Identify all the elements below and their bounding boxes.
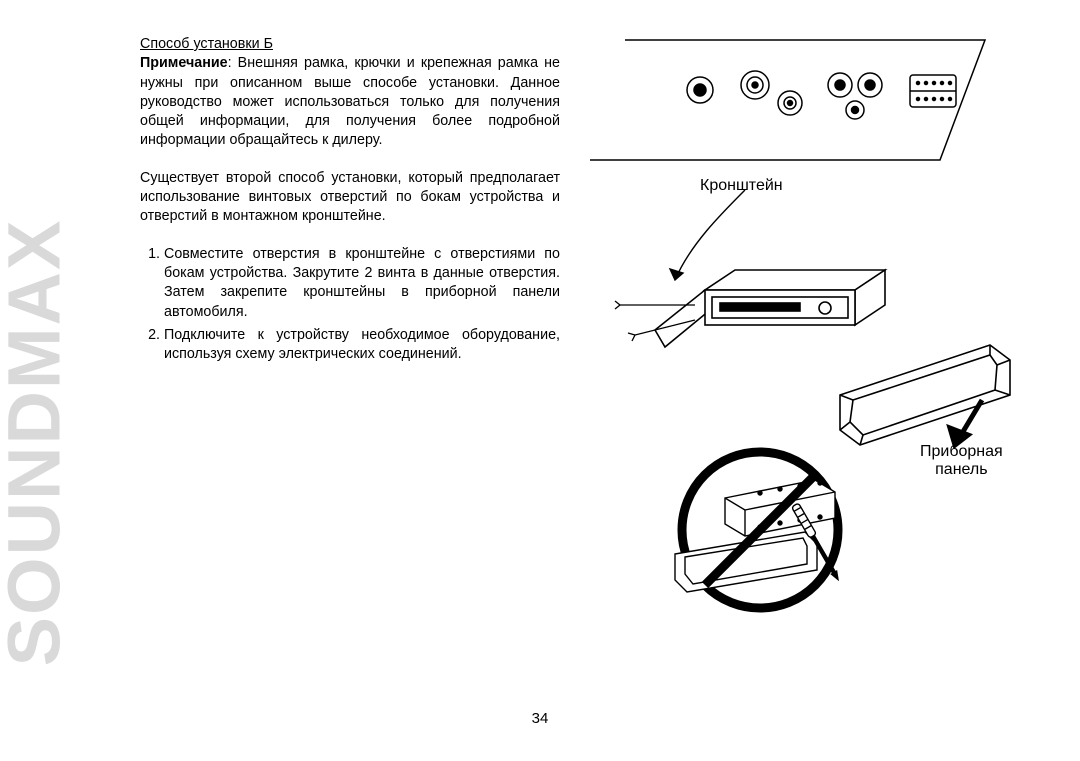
prohibition-figure [675,452,841,608]
section-heading: Способ установки Б [140,35,560,54]
dashboard-trim-figure [840,345,1010,445]
label-bracket: Кронштейн [700,177,783,195]
intro-paragraph: Существует второй способ установки, кото… [140,169,560,227]
label-dashboard: Приборная панель [920,443,1003,479]
figure-area: Кронштейн Приборная панель [590,35,1020,615]
text-column: Способ установки Б Примечание: Внешняя р… [140,35,560,368]
bracket-unit-figure [615,190,885,347]
note-paragraph: Примечание: Внешняя рамка, крючки и креп… [140,54,560,150]
rear-panel-figure [590,40,985,160]
brand-watermark: SOUNDMAX [0,219,76,667]
page-number: 34 [0,710,1080,727]
steps-list: Совместите отверстия в кронштейне с отве… [140,245,560,365]
step-2: Подключите к устройству необходимое обор… [164,326,560,365]
installation-diagram [590,35,1020,615]
note-label: Примечание [140,55,228,71]
step-1: Совместите отверстия в кронштейне с отве… [164,245,560,322]
